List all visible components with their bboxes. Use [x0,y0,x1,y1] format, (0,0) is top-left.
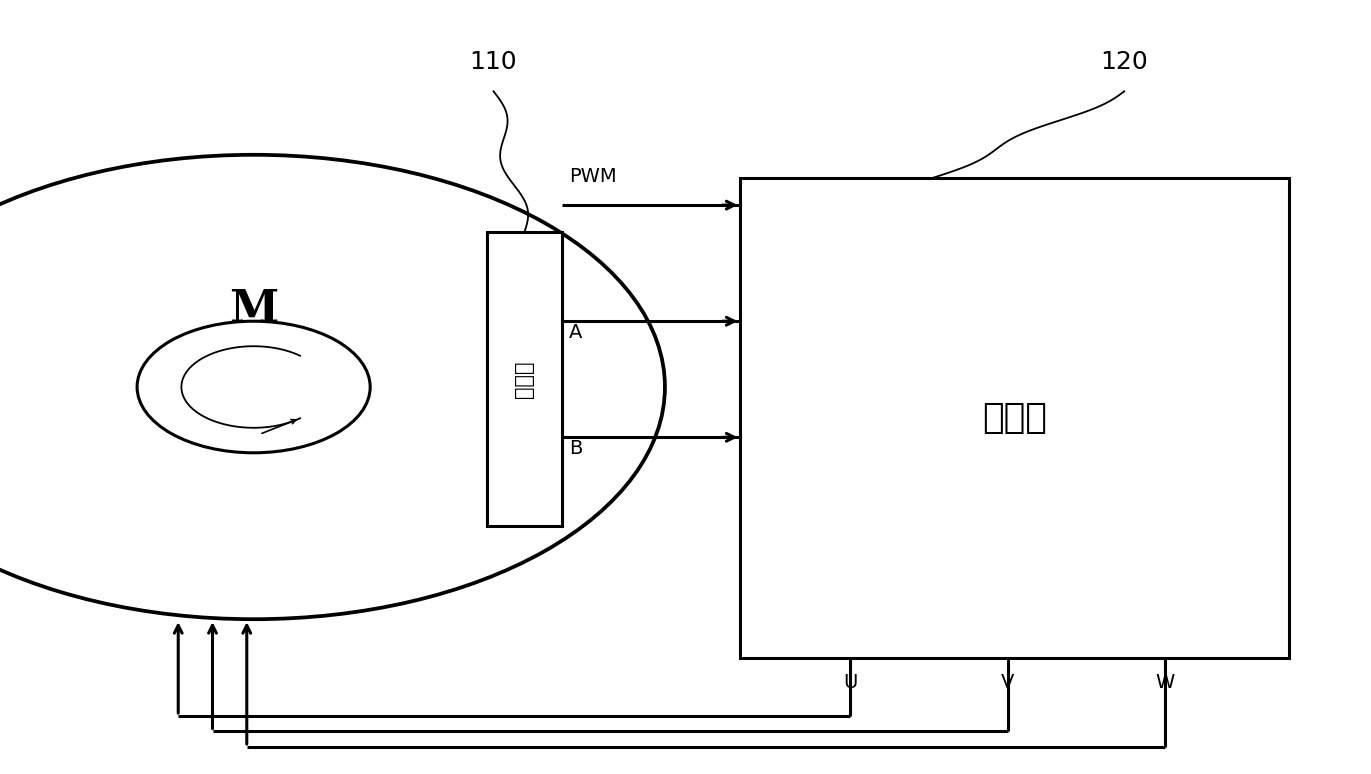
Text: A: A [569,323,583,342]
Text: B: B [569,439,583,458]
Bar [487,232,562,526]
Text: M: M [229,288,278,331]
Text: V: V [1001,673,1015,693]
Bar [740,178,1289,658]
Text: U: U [843,673,857,693]
Text: 控制器: 控制器 [982,401,1047,435]
Text: 120: 120 [1101,50,1148,74]
Text: PWM: PWM [569,166,617,186]
Text: W: W [1156,673,1175,693]
Text: 编码器: 编码器 [514,361,535,398]
Text: 110: 110 [470,50,517,74]
